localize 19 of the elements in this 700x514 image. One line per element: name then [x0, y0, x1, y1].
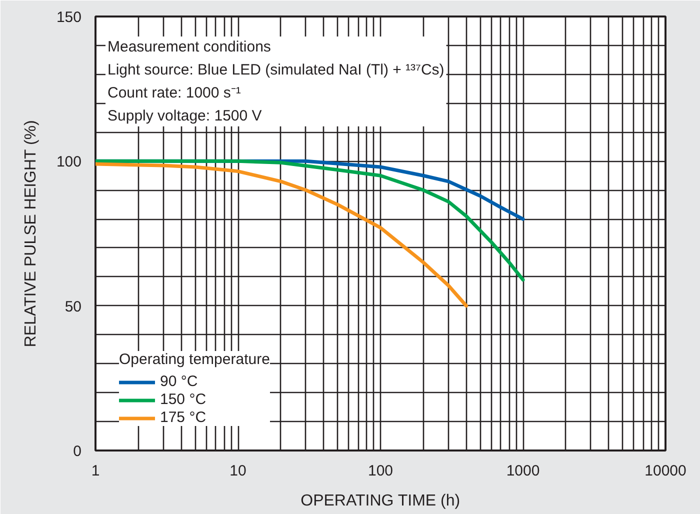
legend-label: 175 °C [160, 409, 206, 426]
x-axis-title: OPERATING TIME (h) [300, 492, 460, 510]
y-tick-label: 50 [64, 298, 82, 316]
legend-label: 150 °C [160, 391, 206, 408]
annotation: Measurement conditions [108, 38, 271, 56]
y-axis-title: RELATIVE PULSE HEIGHT (%) [22, 120, 40, 348]
x-tick-label: 1000 [506, 462, 540, 480]
y-tick-label: 100 [56, 154, 82, 171]
legend-label: 90 °C [160, 373, 198, 390]
x-tick-label: 10000 [644, 462, 686, 480]
x-tick-label: 1 [91, 462, 100, 480]
y-tick-label: 0 [73, 443, 82, 460]
annotation: Light source: Blue LED (simulated NaI (Tl) + ¹³⁷Cs) [108, 61, 444, 78]
x-tick-label: 100 [368, 462, 394, 480]
y-tick-label: 150 [56, 9, 82, 26]
annotation: Supply voltage: 1500 V [108, 107, 262, 124]
x-tick-label: 10 [230, 462, 246, 480]
legend-title: Operating temperature [119, 351, 270, 368]
annotation: Count rate: 1000 s⁻¹ [108, 84, 241, 102]
